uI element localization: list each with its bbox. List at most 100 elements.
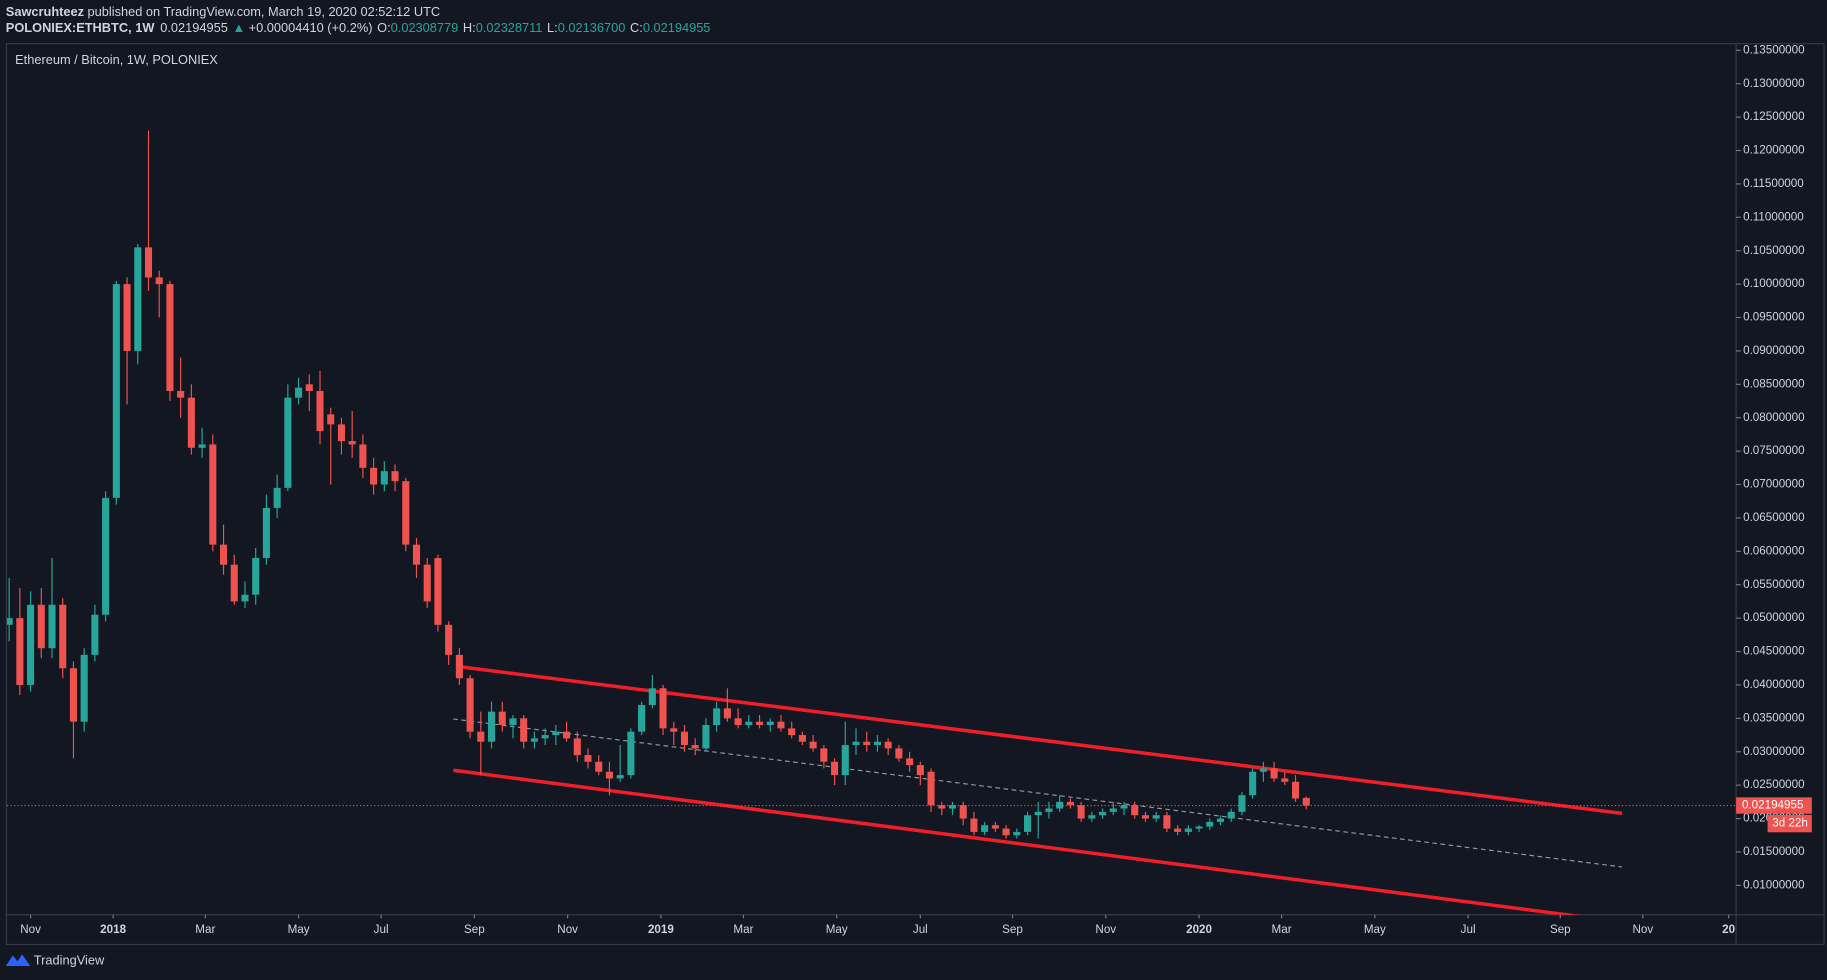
candle-body [445,624,453,655]
candle-body [584,755,592,762]
candle-body [1131,805,1139,816]
candle-body [798,735,806,742]
candle-body [48,604,56,649]
candle-body [359,444,367,468]
candle-body [230,564,238,602]
frame [5,43,1825,946]
candle-body [295,387,303,398]
ohlc-label: O: [377,21,391,36]
candle-body [1227,811,1235,819]
y-tick-label: 0.07000000 [1743,478,1805,491]
chart-title: Ethereum / Bitcoin, 1W, POLONIEX [15,52,218,67]
candle-body [938,805,946,809]
candle-body [1174,828,1182,832]
candle-body [1099,811,1107,816]
y-tick-label: 0.10500000 [1743,244,1805,257]
candle-body [959,805,967,819]
x-tick-label: Jul [913,923,928,936]
y-tick-label: 0.04000000 [1743,678,1805,691]
candle-body [723,708,731,719]
candle-body [1195,826,1203,829]
candle-body [1120,805,1128,809]
candle-body [680,731,689,746]
candle-body [1109,808,1117,812]
candle-body [820,748,828,762]
candle-body [305,384,313,391]
ohlc-label: L: [547,21,558,36]
x-tick-label: 2020 [1186,923,1212,936]
candle-body [91,614,99,655]
candle-body [520,718,528,742]
candle-body [831,761,839,776]
candle-body [402,481,410,545]
candle-body [1013,831,1021,836]
y-tick-label: 0.12000000 [1743,144,1805,157]
candle-body [155,277,163,285]
candle-body [648,688,656,705]
y-tick-label: 0.12500000 [1743,110,1805,123]
x-tick-label: Nov [557,923,578,936]
candle-body [1077,805,1085,819]
candle-body [198,444,206,448]
candle-body [1034,811,1042,816]
candle-body [498,711,506,726]
x-tick-label: Nov [1633,923,1654,936]
candle-body [134,247,142,351]
symbol-line: POLONIEX:ETHBTC, 1W 0.02194955 ▲ +0.0000441… [6,21,711,36]
candle-body [777,721,785,729]
candle-body [187,397,195,448]
candle-body [370,467,378,485]
candle-body [69,668,77,722]
candle-body [1291,781,1300,799]
candle-body [670,728,678,732]
y-tick-label: 0.11000000 [1743,210,1804,223]
candle-body [509,718,517,726]
y-tick-label: 0.08500000 [1743,377,1805,390]
candle-body [241,594,249,602]
x-tick-label: Nov [20,923,41,936]
candle-body [552,731,560,736]
x-tick-label: May [1364,923,1386,936]
candle-body [102,497,110,615]
y-tick-label: 0.10000000 [1743,277,1805,290]
y-tick-label: 0.01500000 [1743,845,1805,858]
candle-body [563,731,571,739]
candle-body [595,761,603,772]
candle-body [659,688,667,729]
candle-body [1238,795,1246,812]
candle-body [734,718,742,726]
candle-body [1023,815,1032,832]
candle-body [530,738,538,742]
candle-body [1066,801,1074,806]
x-tick-label: Mar [195,923,215,936]
publisher: Sawcruhteez [6,4,84,19]
candle-body [1045,808,1053,812]
y-tick-label: 0.01000000 [1743,878,1805,891]
y-tick-label: 0.07500000 [1743,444,1805,457]
y-tick-label: 0.06000000 [1743,544,1805,557]
y-tick-label: 0.11500000 [1743,177,1804,190]
candle-body [916,765,924,776]
ohlc-value: 0.02308779 [391,21,459,36]
candle-body [337,424,345,442]
candle-body [906,758,914,766]
x-tick-label: Sep [1002,923,1023,936]
candle-body [316,390,324,432]
candle-body [605,771,613,779]
y-tick-label: 0.08000000 [1743,411,1805,424]
candle-body [166,284,174,391]
countdown-box [1767,814,1812,833]
candle-body [423,564,431,602]
candle-body [144,247,153,278]
candle-body [895,748,903,759]
candle-body [713,708,721,726]
candle-body [638,704,646,732]
x-tick-label: 20 [1722,923,1735,936]
candle-body [16,618,24,685]
x-tick-label: May [288,923,310,936]
candle-body [1184,828,1192,832]
candle-body [1281,778,1289,782]
ohlc-value: 0.02194955 [643,21,711,36]
candle-body [788,728,796,736]
candle-body [1206,821,1214,827]
